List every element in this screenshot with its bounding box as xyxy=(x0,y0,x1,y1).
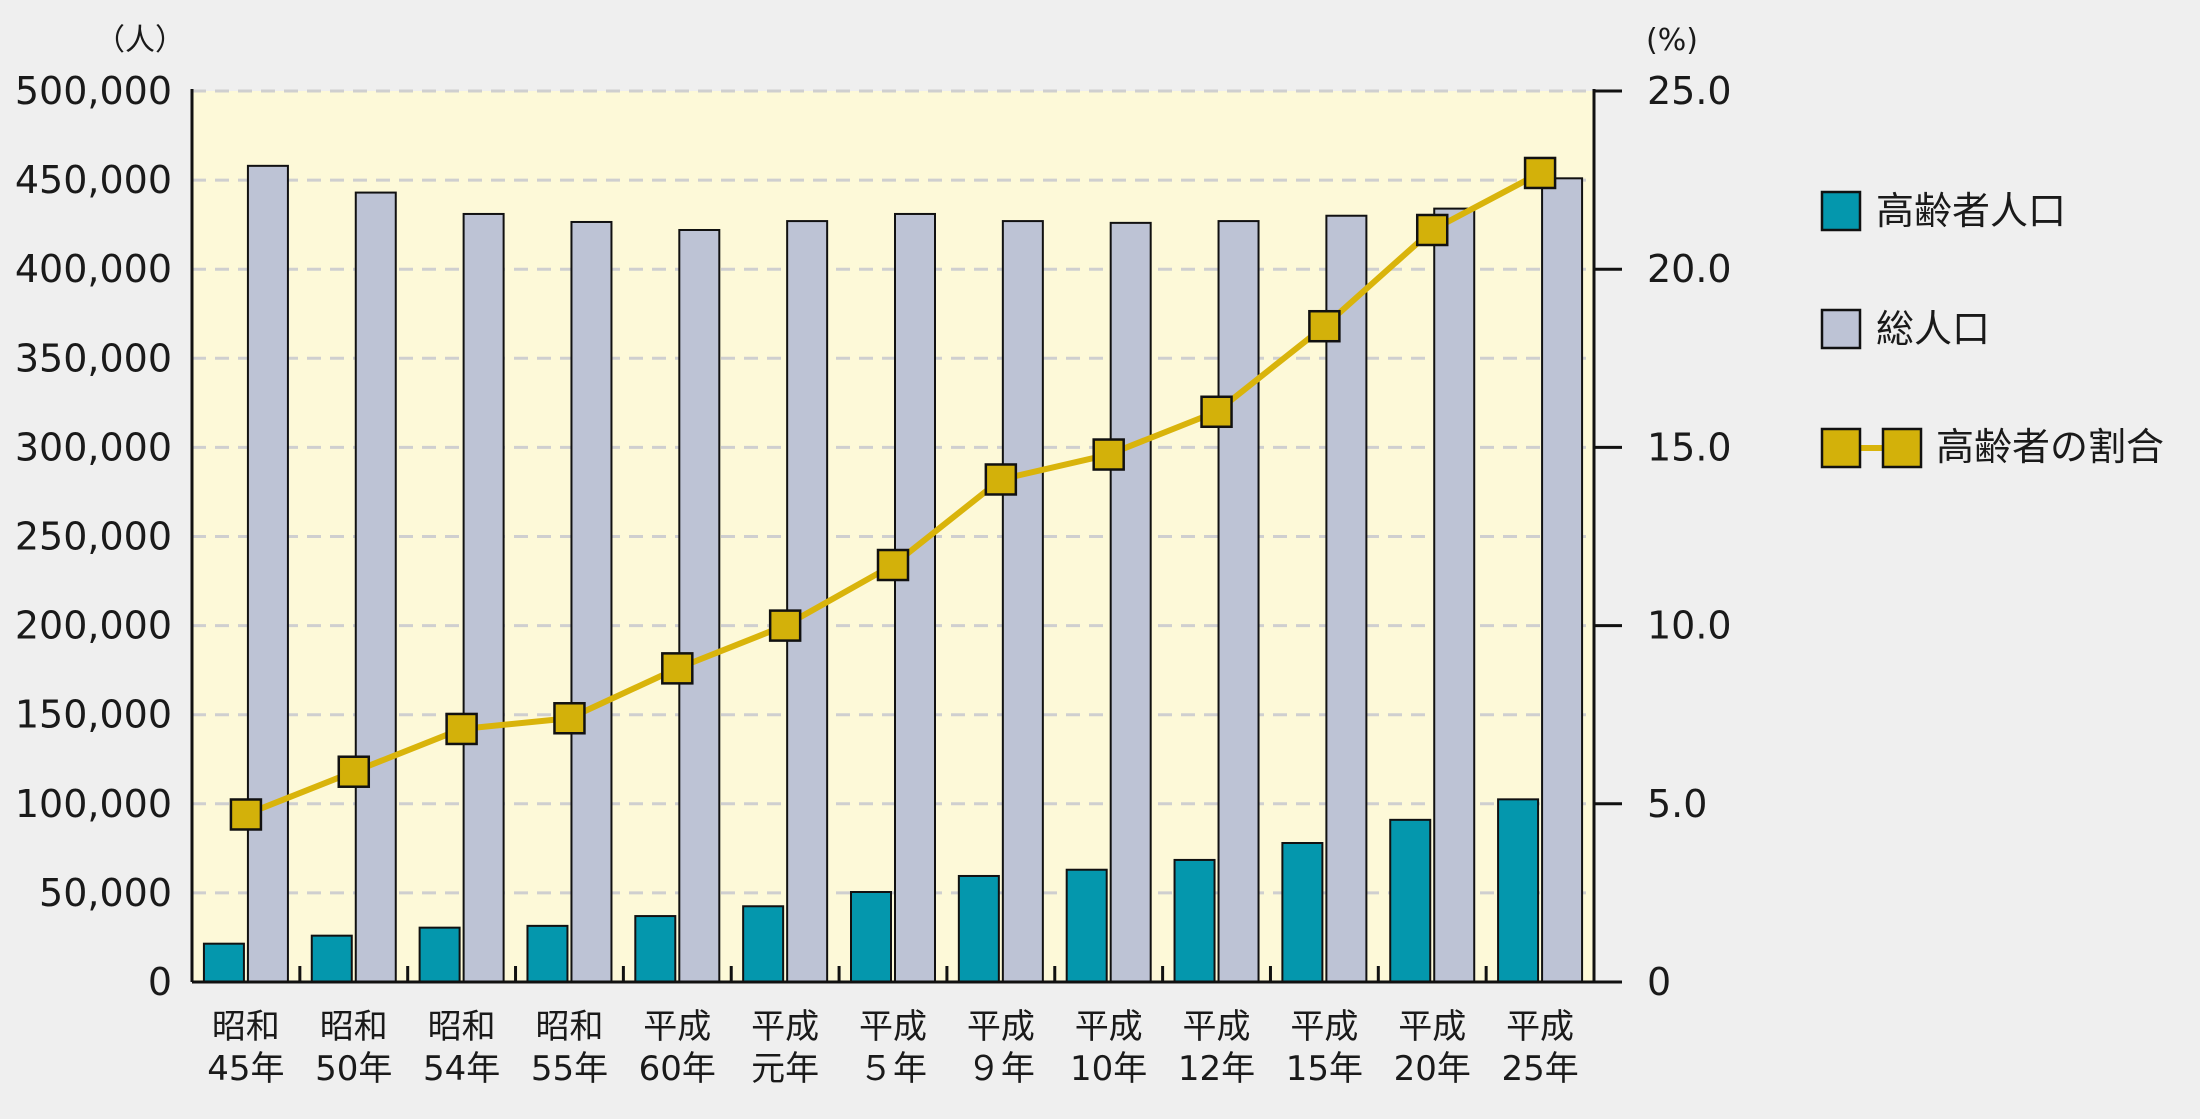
legend-marker-ratio xyxy=(1881,427,1923,469)
bar-elderly-population xyxy=(850,891,892,983)
ratio-point-marker xyxy=(553,702,586,735)
bar-elderly-population xyxy=(1281,842,1324,984)
right-tick-label: 5.0 xyxy=(1647,782,1707,826)
axis-labels: 0 50,000 100,000 150,000 200,000 250,000 300,0… xyxy=(15,23,1732,1089)
left-tick-label: 100,000 xyxy=(15,782,172,826)
category-label-era: 昭和 xyxy=(320,1007,388,1047)
category-label-year: 元年 xyxy=(751,1049,819,1089)
category-label-year: 55年 xyxy=(531,1049,608,1089)
bar-elderly-population xyxy=(742,905,785,984)
bar-elderly-population xyxy=(1065,868,1108,984)
bar-elderly-population xyxy=(634,915,677,983)
left-tick-label: 500,000 xyxy=(15,69,172,113)
category-label-era: 平成 xyxy=(643,1007,711,1047)
left-tick-label: 0 xyxy=(148,960,172,1004)
bar-total-population xyxy=(246,164,289,983)
legend-label-elderly-population: 高齢者人口 xyxy=(1876,189,2066,233)
bar-total-population xyxy=(1109,221,1152,984)
bar-total-population xyxy=(462,212,505,983)
right-tick-label: 20.0 xyxy=(1647,247,1732,291)
left-tick-label: 300,000 xyxy=(15,425,172,469)
bar-total-population xyxy=(786,220,829,983)
bar-total-population xyxy=(1541,177,1584,983)
legend-swatch-elderly-population xyxy=(1820,190,1862,232)
legend-label-total-population: 総人口 xyxy=(1876,307,1990,351)
category-label-year: 10年 xyxy=(1070,1049,1147,1089)
bar-total-population xyxy=(1001,220,1044,983)
bar-total-population xyxy=(1217,220,1260,983)
left-tick-label: 150,000 xyxy=(15,693,172,737)
bar-elderly-population xyxy=(202,942,245,984)
ratio-point-marker xyxy=(337,755,371,788)
category-label-year: 25年 xyxy=(1501,1049,1578,1089)
bar-elderly-population xyxy=(1497,798,1540,983)
bar-elderly-population xyxy=(957,874,1000,984)
right-tick-label: 0 xyxy=(1647,960,1671,1004)
bar-total-population xyxy=(678,228,721,984)
bar-total-population xyxy=(1433,207,1476,983)
category-label-era: 平成 xyxy=(1075,1007,1143,1047)
left-tick-label: 350,000 xyxy=(15,336,172,380)
legend-label-ratio: 高齢者の割合 xyxy=(1936,425,2164,469)
ratio-point-marker xyxy=(984,463,1018,496)
bar-elderly-population xyxy=(310,934,353,984)
category-label-year: 20年 xyxy=(1394,1049,1471,1089)
category-label-era: 平成 xyxy=(1183,1007,1251,1047)
legend-marker-ratio xyxy=(1820,427,1862,469)
ratio-point-marker xyxy=(1523,156,1557,190)
category-label-era: 昭和 xyxy=(535,1007,603,1047)
ratio-point-marker xyxy=(1092,438,1125,471)
ratio-point-marker xyxy=(229,798,263,831)
bar-elderly-population xyxy=(1389,818,1432,984)
bar-elderly-population xyxy=(1173,858,1216,983)
category-label-year: 60年 xyxy=(639,1049,716,1089)
category-label-era: 昭和 xyxy=(428,1007,496,1047)
bar-elderly-population xyxy=(418,926,461,983)
right-tick-label: 25.0 xyxy=(1647,69,1732,113)
axes xyxy=(190,89,1622,984)
ratio-point-marker xyxy=(1200,395,1233,429)
bar-total-population xyxy=(894,212,936,983)
left-tick-label: 50,000 xyxy=(39,871,172,915)
legend-swatch-total-population xyxy=(1820,308,1862,350)
ratio-point-marker xyxy=(1308,309,1341,343)
ratio-point-marker xyxy=(661,652,694,685)
category-label-year: 50年 xyxy=(315,1049,392,1089)
category-label-era: 昭和 xyxy=(212,1007,280,1047)
category-label-era: 平成 xyxy=(1398,1007,1466,1047)
left-tick-label: 200,000 xyxy=(15,604,172,648)
bar-total-population xyxy=(570,220,613,984)
category-label-era: 平成 xyxy=(859,1007,927,1047)
bar-total-population xyxy=(1325,214,1368,984)
category-label-year: 45年 xyxy=(207,1049,284,1089)
ratio-line xyxy=(229,156,1557,831)
bar-elderly-population xyxy=(526,924,569,984)
left-axis-unit: （人） xyxy=(95,23,185,58)
category-label-year: 12年 xyxy=(1178,1049,1255,1089)
left-tick-label: 450,000 xyxy=(15,158,172,202)
category-label-era: 平成 xyxy=(967,1007,1035,1047)
left-tick-label: 250,000 xyxy=(15,515,172,559)
ratio-point-marker xyxy=(1415,213,1449,247)
bars xyxy=(202,164,1584,984)
right-tick-label: 15.0 xyxy=(1647,425,1732,469)
bar-total-population xyxy=(354,191,397,984)
ratio-point-marker xyxy=(445,712,478,746)
category-label-year: 15年 xyxy=(1286,1049,1363,1089)
category-label-era: 平成 xyxy=(751,1007,819,1047)
category-label-year: ９年 xyxy=(967,1049,1035,1089)
category-label-era: 平成 xyxy=(1290,1007,1358,1047)
category-label-year: 54年 xyxy=(423,1049,500,1089)
right-tick-label: 10.0 xyxy=(1647,604,1732,648)
left-tick-label: 400,000 xyxy=(15,247,172,291)
ratio-point-marker xyxy=(768,609,802,642)
ratio-point-marker xyxy=(876,548,910,582)
category-label-era: 平成 xyxy=(1506,1007,1574,1047)
right-axis-unit: (%) xyxy=(1646,23,1698,58)
category-label-year: ５年 xyxy=(859,1049,927,1089)
gridlines xyxy=(192,89,1594,895)
